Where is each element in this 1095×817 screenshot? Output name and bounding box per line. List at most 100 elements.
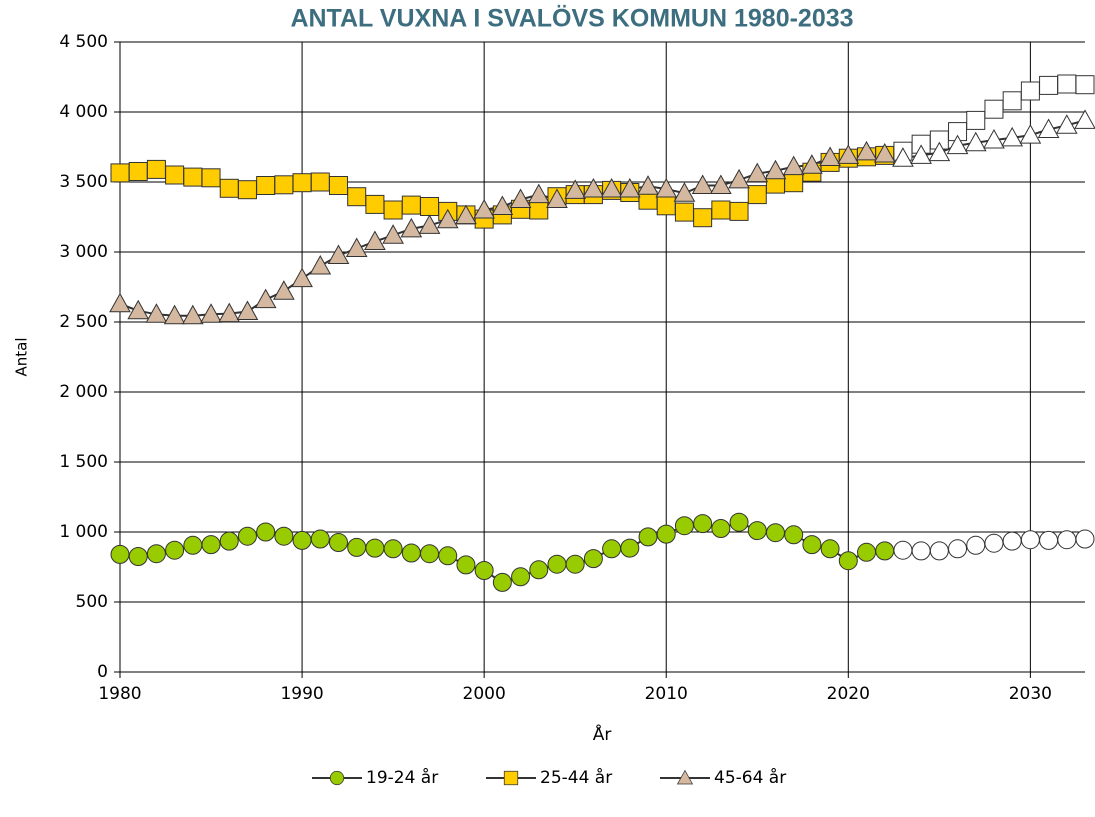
marker bbox=[327, 244, 350, 264]
marker bbox=[438, 546, 458, 566]
x-tick-label: 2030 bbox=[1009, 684, 1052, 704]
x-tick-label: 2010 bbox=[645, 684, 688, 704]
marker bbox=[365, 194, 385, 214]
marker bbox=[929, 541, 949, 561]
marker bbox=[801, 154, 823, 174]
marker bbox=[1019, 124, 1042, 144]
marker bbox=[456, 555, 476, 575]
marker bbox=[347, 187, 367, 207]
marker bbox=[547, 554, 567, 574]
marker bbox=[819, 146, 841, 166]
marker bbox=[875, 541, 895, 561]
marker bbox=[401, 543, 421, 563]
y-tick-label: 4 000 bbox=[59, 102, 108, 122]
marker bbox=[948, 539, 968, 559]
marker bbox=[837, 144, 860, 164]
marker bbox=[529, 560, 549, 580]
x-tick-label: 1980 bbox=[98, 684, 141, 704]
marker bbox=[236, 300, 259, 320]
marker bbox=[1020, 81, 1040, 101]
marker bbox=[310, 172, 330, 192]
marker bbox=[527, 183, 550, 204]
marker bbox=[582, 177, 605, 198]
marker bbox=[638, 527, 658, 547]
y-tick-label: 0 bbox=[97, 662, 108, 682]
marker bbox=[693, 208, 713, 228]
marker bbox=[893, 540, 913, 560]
marker bbox=[163, 304, 186, 325]
marker bbox=[1020, 530, 1040, 550]
marker bbox=[602, 539, 622, 559]
marker bbox=[492, 572, 512, 592]
marker bbox=[110, 163, 130, 183]
marker bbox=[474, 561, 494, 580]
marker bbox=[256, 522, 276, 542]
marker bbox=[146, 159, 166, 179]
marker bbox=[1075, 75, 1095, 95]
marker bbox=[1001, 126, 1024, 147]
marker bbox=[127, 299, 150, 320]
y-tick-label: 2 000 bbox=[59, 382, 108, 402]
marker bbox=[966, 110, 986, 130]
marker bbox=[420, 544, 440, 564]
marker bbox=[310, 529, 330, 549]
marker bbox=[529, 200, 549, 220]
marker bbox=[1002, 91, 1022, 111]
marker bbox=[1055, 114, 1078, 134]
marker bbox=[728, 168, 750, 189]
marker bbox=[183, 167, 203, 187]
marker bbox=[509, 188, 532, 208]
marker bbox=[676, 769, 694, 785]
y-tick-label: 500 bbox=[76, 592, 108, 612]
marker bbox=[838, 551, 858, 571]
marker bbox=[274, 526, 294, 546]
marker bbox=[910, 144, 932, 164]
marker bbox=[911, 541, 931, 561]
marker bbox=[984, 99, 1004, 119]
x-tick-label: 2020 bbox=[827, 684, 870, 704]
marker bbox=[784, 525, 804, 545]
marker bbox=[328, 533, 348, 552]
marker bbox=[181, 304, 204, 325]
marker bbox=[128, 547, 148, 566]
marker bbox=[383, 200, 403, 220]
marker bbox=[693, 514, 713, 534]
marker bbox=[1057, 530, 1077, 550]
marker bbox=[165, 165, 185, 185]
marker bbox=[1057, 74, 1077, 94]
marker bbox=[964, 131, 987, 152]
marker bbox=[747, 185, 767, 205]
marker bbox=[709, 174, 732, 194]
marker bbox=[711, 200, 731, 220]
x-tick-label: 2000 bbox=[463, 684, 506, 704]
marker bbox=[855, 140, 878, 161]
marker bbox=[583, 549, 603, 569]
marker bbox=[165, 540, 185, 560]
marker bbox=[309, 254, 332, 275]
marker bbox=[109, 292, 131, 313]
marker bbox=[201, 168, 221, 188]
marker bbox=[618, 177, 641, 198]
legend-label: 45-64 år bbox=[714, 767, 786, 788]
marker bbox=[984, 533, 1004, 553]
marker bbox=[364, 230, 386, 250]
marker bbox=[564, 179, 587, 199]
marker bbox=[656, 196, 676, 216]
marker bbox=[673, 182, 696, 202]
marker bbox=[820, 539, 840, 559]
marker bbox=[1074, 109, 1095, 129]
marker bbox=[764, 159, 787, 180]
marker bbox=[146, 544, 166, 564]
marker bbox=[747, 521, 767, 541]
marker bbox=[491, 195, 514, 215]
legend-item: 45-64 år bbox=[660, 767, 786, 788]
marker bbox=[782, 155, 805, 176]
marker bbox=[128, 162, 148, 181]
marker bbox=[600, 177, 623, 198]
marker bbox=[620, 538, 640, 558]
y-tick-label: 4 500 bbox=[59, 32, 108, 52]
marker bbox=[1075, 529, 1095, 549]
marker bbox=[983, 128, 1005, 149]
marker bbox=[1002, 531, 1022, 551]
